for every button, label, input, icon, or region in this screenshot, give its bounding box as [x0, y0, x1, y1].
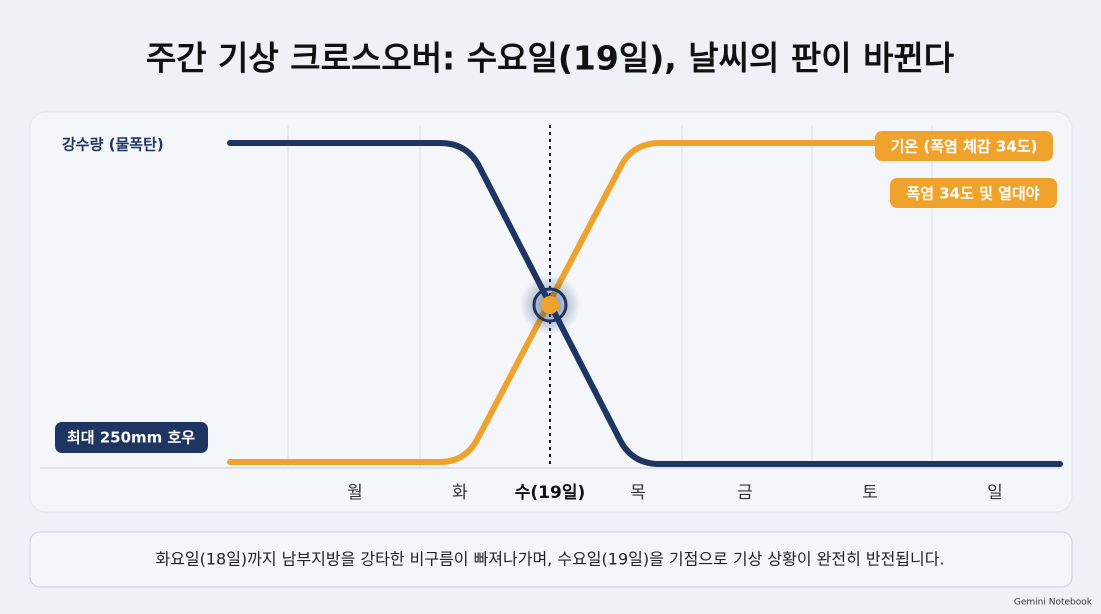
- title: 주간 기상 크로스오버: 수요일(19일), 날씨의 판이 바뀐다: [146, 39, 955, 78]
- caption: 화요일(18일)까지 남부지방을 강타한 비구름이 빠져나가며, 수요일(19일…: [155, 550, 944, 569]
- heat-badge: [890, 178, 1057, 208]
- caption-box: [29, 531, 1073, 588]
- day-label: 수(19일): [515, 483, 585, 503]
- day-label: 토: [862, 483, 878, 503]
- day-label: 목: [630, 483, 646, 503]
- rain-label: 강수량 (물폭탄): [62, 136, 164, 154]
- day-label: 금: [737, 483, 753, 503]
- brand: Gemini Notebook: [1014, 598, 1093, 608]
- cross-ring: [532, 287, 568, 323]
- heat-badge-text: 폭염 34도 및 열대야: [906, 185, 1039, 203]
- temp-badge-text: 기온 (폭염 체감 34도): [891, 138, 1038, 156]
- cross-point: [541, 296, 559, 314]
- day-label: 일: [987, 483, 1003, 503]
- day-label: 화: [452, 483, 468, 503]
- temp-badge: [875, 131, 1053, 161]
- day-labels: 월 화 수(19일) 목 금 토 일: [347, 483, 1003, 503]
- rain-badge-text: 최대 250mm 호우: [67, 429, 195, 447]
- day-label: 월: [347, 483, 363, 503]
- rain-badge: [55, 422, 208, 453]
- grid: [40, 125, 1060, 469]
